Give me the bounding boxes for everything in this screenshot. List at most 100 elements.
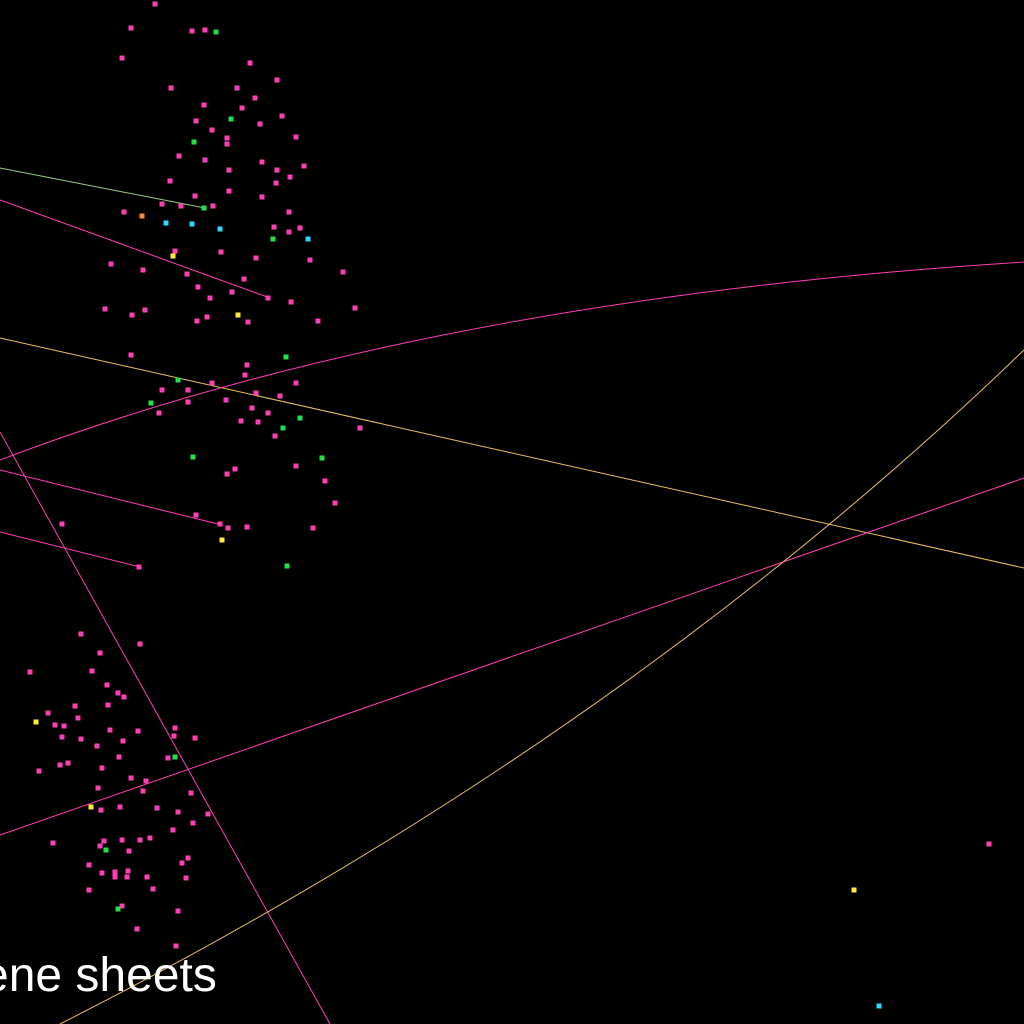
hit-point bbox=[124, 874, 130, 880]
hit-point bbox=[156, 410, 162, 416]
hit-point bbox=[287, 174, 293, 180]
hit-point bbox=[33, 719, 39, 725]
hit-point bbox=[140, 788, 146, 794]
hit-point bbox=[247, 60, 253, 66]
hit-point bbox=[167, 178, 173, 184]
hit-point bbox=[175, 908, 181, 914]
hit-point bbox=[129, 312, 135, 318]
hit-point bbox=[332, 500, 338, 506]
hit-point bbox=[293, 134, 299, 140]
hit-point bbox=[201, 102, 207, 108]
track-line bbox=[0, 469, 223, 526]
hit-point bbox=[97, 843, 103, 849]
hit-point bbox=[99, 765, 105, 771]
track-line bbox=[0, 477, 1024, 836]
hit-point bbox=[59, 521, 65, 527]
hit-point bbox=[125, 868, 131, 874]
hit-point bbox=[293, 380, 299, 386]
hit-point bbox=[75, 715, 81, 721]
hit-point bbox=[253, 390, 259, 396]
hit-point bbox=[232, 466, 238, 472]
hit-point bbox=[52, 722, 58, 728]
hit-point bbox=[279, 113, 285, 119]
hit-point bbox=[191, 139, 197, 145]
hit-point bbox=[274, 167, 280, 173]
hit-point bbox=[59, 734, 65, 740]
hit-point bbox=[239, 105, 245, 111]
hit-point bbox=[86, 862, 92, 868]
hit-point bbox=[101, 838, 107, 844]
hit-point bbox=[142, 307, 148, 313]
hit-point bbox=[147, 835, 153, 841]
hit-point bbox=[189, 221, 195, 227]
hit-point bbox=[105, 702, 111, 708]
hit-point bbox=[193, 118, 199, 124]
hit-point bbox=[115, 906, 121, 912]
hit-point bbox=[172, 754, 178, 760]
hit-point bbox=[272, 433, 278, 439]
track-line bbox=[0, 261, 1024, 461]
hit-point bbox=[209, 127, 215, 133]
hit-point bbox=[165, 755, 171, 761]
hit-point bbox=[104, 682, 110, 688]
hit-point bbox=[139, 213, 145, 219]
hit-point bbox=[255, 419, 261, 425]
hit-point bbox=[170, 253, 176, 259]
hit-point bbox=[185, 399, 191, 405]
hit-point bbox=[194, 318, 200, 324]
hit-point bbox=[229, 289, 235, 295]
hit-point bbox=[223, 397, 229, 403]
hit-point bbox=[173, 943, 179, 949]
hit-point bbox=[119, 903, 125, 909]
hit-point bbox=[159, 201, 165, 207]
track-line bbox=[0, 431, 331, 1024]
hit-points bbox=[27, 1, 992, 1009]
hit-point bbox=[144, 874, 150, 880]
hit-point bbox=[119, 837, 125, 843]
hit-point bbox=[201, 205, 207, 211]
hit-point bbox=[115, 690, 121, 696]
hit-point bbox=[112, 869, 118, 875]
track-line bbox=[0, 199, 271, 299]
hit-point bbox=[134, 926, 140, 932]
hit-point bbox=[274, 77, 280, 83]
track-line bbox=[0, 531, 141, 568]
hit-point bbox=[116, 754, 122, 760]
hit-point bbox=[126, 848, 132, 854]
hit-point bbox=[259, 159, 265, 165]
hit-point bbox=[234, 85, 240, 91]
hit-point bbox=[102, 306, 108, 312]
hit-point bbox=[50, 840, 56, 846]
hit-point bbox=[235, 312, 241, 318]
hit-point bbox=[117, 804, 123, 810]
hit-point bbox=[244, 524, 250, 530]
hit-point bbox=[140, 267, 146, 273]
hit-point bbox=[171, 733, 177, 739]
hit-point bbox=[238, 418, 244, 424]
hit-point bbox=[98, 807, 104, 813]
hit-point bbox=[297, 225, 303, 231]
hit-point bbox=[135, 728, 141, 734]
hit-point bbox=[154, 805, 160, 811]
hit-point bbox=[188, 790, 194, 796]
hit-point bbox=[273, 180, 279, 186]
hit-point bbox=[61, 723, 67, 729]
track-line bbox=[59, 349, 1024, 1024]
hit-point bbox=[297, 415, 303, 421]
hit-point bbox=[107, 727, 113, 733]
hit-point bbox=[322, 478, 328, 484]
hit-point bbox=[192, 193, 198, 199]
hit-point bbox=[286, 229, 292, 235]
hit-point bbox=[280, 425, 286, 431]
hit-point bbox=[121, 209, 127, 215]
hit-point bbox=[209, 380, 215, 386]
hit-point bbox=[245, 319, 251, 325]
hit-point bbox=[213, 29, 219, 35]
hit-point bbox=[128, 25, 134, 31]
hit-point bbox=[45, 710, 51, 716]
hit-point bbox=[128, 352, 134, 358]
hit-point bbox=[288, 299, 294, 305]
hit-point bbox=[119, 55, 125, 61]
hit-point bbox=[352, 305, 358, 311]
